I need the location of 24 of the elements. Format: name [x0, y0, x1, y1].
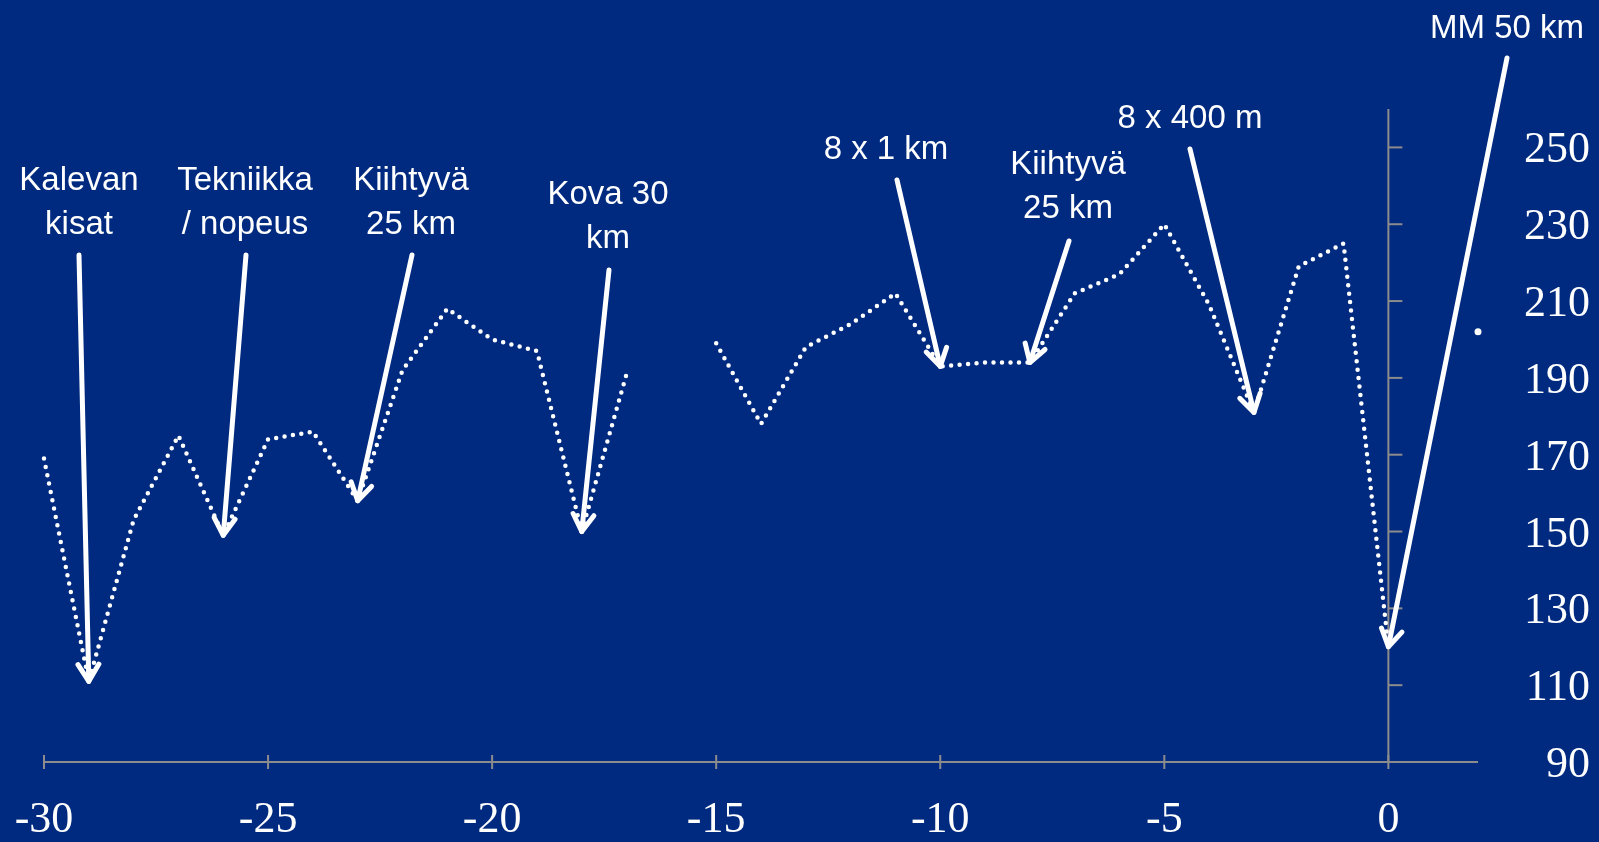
y-tick-label: 190	[1524, 353, 1590, 403]
y-tick-label: 90	[1546, 738, 1590, 787]
annotation: Kova 30 km	[547, 174, 669, 255]
x-tick-label: -25	[238, 793, 298, 842]
x-tick-label: -30	[14, 793, 74, 842]
annotation: MM 50 km	[1429, 8, 1585, 45]
x-tick-label: -5	[1145, 793, 1183, 842]
y-tick-label: 250	[1524, 123, 1590, 173]
annotation: 8 x 1 km	[823, 129, 949, 166]
annotation: Kiihtyvä 25 km	[1010, 144, 1127, 225]
annotation: 8 x 400 m	[1117, 98, 1263, 135]
x-tick-label: -10	[910, 793, 970, 842]
y-tick-label: 130	[1524, 584, 1590, 634]
y-tick-label: 110	[1525, 661, 1590, 711]
annotation: Kiihtyvä 25 km	[353, 160, 470, 241]
x-tick-label: 0	[1377, 793, 1400, 842]
x-tick-label: -15	[686, 793, 746, 842]
y-tick-label: 230	[1524, 200, 1590, 250]
annotation: Kalevan kisat	[19, 160, 139, 241]
y-tick-label: 150	[1524, 507, 1590, 557]
annotation: Tekniikka / nopeus	[177, 160, 314, 241]
y-tick-label: 170	[1524, 430, 1590, 480]
y-tick-label: 210	[1524, 277, 1590, 327]
x-tick-label: -20	[462, 793, 522, 842]
